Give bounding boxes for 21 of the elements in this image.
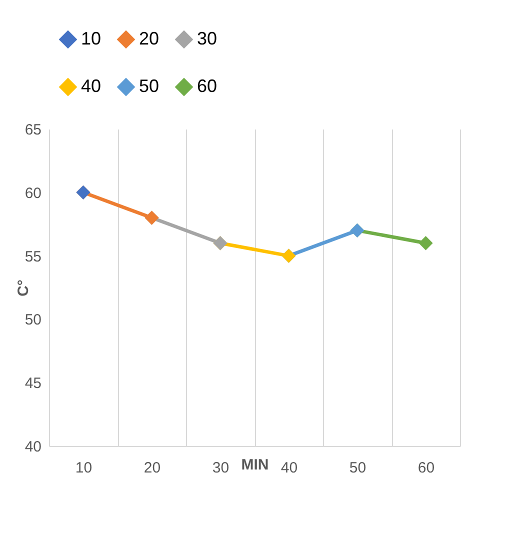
- y-tick-label: 50: [24, 312, 42, 329]
- legend-label: 30: [197, 28, 218, 48]
- y-tick-label: 55: [24, 248, 42, 266]
- legend-label: 40: [81, 76, 102, 96]
- y-axis-title: C°: [14, 280, 32, 296]
- legend-label: 10: [81, 28, 102, 48]
- x-tick-label: 40: [280, 460, 298, 476]
- point: [418, 236, 433, 250]
- y-tick-label: 40: [24, 438, 42, 456]
- legend-label: 60: [197, 76, 218, 96]
- x-tick-label: 50: [349, 460, 366, 476]
- x-tick-label: 30: [212, 460, 230, 476]
- legend-label: 20: [139, 28, 160, 48]
- y-tick-label: 65: [24, 122, 42, 138]
- y-tick-label: 45: [24, 375, 42, 392]
- x-tick-label: 20: [144, 460, 161, 476]
- x-tick-label: 10: [75, 460, 92, 476]
- y-tick-label: 60: [24, 184, 42, 202]
- x-axis-title: MIN: [241, 456, 269, 474]
- x-tick-label: 60: [418, 460, 435, 476]
- legend-label: 50: [139, 76, 160, 96]
